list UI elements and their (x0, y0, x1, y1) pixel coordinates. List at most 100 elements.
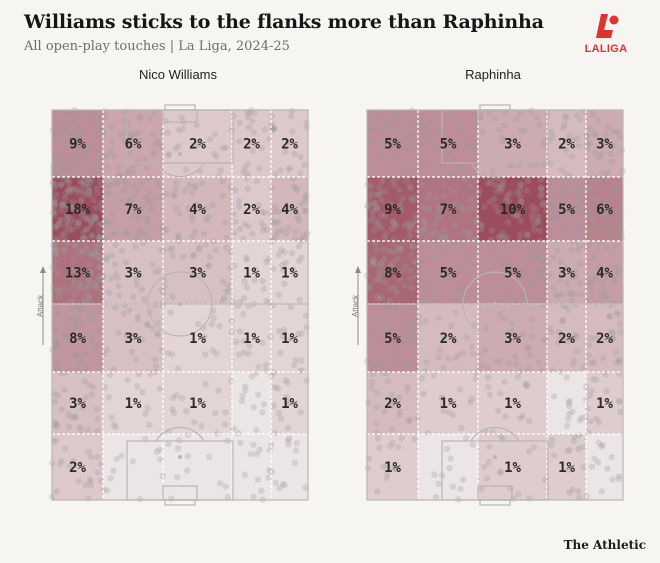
touch-dot (76, 285, 83, 293)
touch-dot (209, 202, 216, 209)
touch-dot (503, 193, 511, 200)
touch-dot (548, 442, 555, 449)
touch-dot (65, 314, 72, 322)
touch-dot (91, 213, 99, 220)
touch-dot (89, 252, 96, 259)
touch-dot (95, 227, 102, 235)
touch-dot (615, 473, 623, 480)
touch-dot (68, 159, 75, 166)
touch-dot (51, 202, 59, 209)
touch-dot (592, 227, 600, 235)
touch-dot (575, 247, 582, 255)
touch-dot (83, 180, 90, 188)
touch-dot (52, 419, 59, 426)
touch-dot (504, 249, 511, 256)
touch-dot (69, 161, 76, 169)
touch-dot (195, 246, 202, 253)
touch-dot (274, 385, 281, 392)
touch-dot (295, 217, 303, 225)
touch-dot (422, 368, 429, 375)
touch-dot (86, 215, 93, 222)
touch-dot (272, 219, 279, 227)
touch-dot (270, 125, 277, 132)
touch-dot (168, 495, 175, 502)
touch-dot (479, 221, 486, 229)
touch-dot (586, 392, 594, 399)
touch-dot (258, 487, 265, 495)
touch-dot (449, 276, 457, 283)
touch-dot (390, 259, 397, 266)
touch-dot (265, 255, 272, 262)
touch-dot (276, 327, 283, 335)
touch-dot (295, 257, 303, 264)
touch-dot (588, 387, 595, 395)
touch-dot (419, 182, 426, 189)
touch-dot (96, 361, 104, 368)
heat-cell-r2-c4 (271, 241, 308, 304)
touch-dot (208, 320, 215, 328)
touch-dot (206, 453, 213, 460)
touch-dot (409, 321, 416, 328)
touch-dot (301, 207, 308, 215)
touch-dot (77, 360, 84, 367)
touch-dot (374, 206, 381, 213)
touch-dot (88, 233, 95, 240)
touch-dot (465, 270, 472, 278)
touch-dot (565, 338, 572, 345)
touch-dot (406, 183, 413, 190)
touch-dot (484, 180, 492, 187)
touch-dot (540, 267, 547, 274)
touch-dot (593, 196, 600, 204)
touch-dot (609, 158, 616, 166)
touch-dot (380, 463, 387, 470)
touch-dot (128, 131, 135, 139)
touch-dot (219, 278, 226, 285)
touch-dot (460, 241, 467, 248)
touch-dot (391, 222, 398, 230)
touch-dot (153, 448, 160, 456)
touch-dot (448, 322, 455, 329)
touch-dot (473, 122, 480, 129)
touch-dot (70, 283, 77, 290)
touch-dot (609, 334, 617, 342)
cell-label-r1-c2: 4% (189, 202, 206, 218)
touch-dot (295, 243, 303, 250)
touch-dot (96, 264, 103, 271)
touch-dot (87, 269, 94, 276)
touch-dot (56, 460, 64, 467)
touch-dot (51, 202, 58, 209)
touch-dot (120, 187, 128, 195)
touch-dot (465, 141, 473, 148)
touch-dot (73, 352, 80, 359)
touch-dot (597, 291, 604, 299)
touch-dot (460, 177, 468, 184)
touch-dot (516, 110, 524, 117)
touch-dot (618, 147, 626, 154)
touch-dot (392, 222, 400, 229)
touch-dot (394, 247, 402, 254)
touch-dot (263, 258, 270, 266)
touch-dot (60, 154, 67, 162)
pitch-group: 5% 5% 3% 2% 3%9% 7% 10% 5% 6%8% 5% 5% 3% 4%5% 2% 3% 2% 2… (363, 104, 627, 506)
touch-dot (566, 489, 573, 496)
touch-dot (436, 232, 444, 240)
touch-dot (146, 197, 153, 204)
touch-dot (87, 270, 94, 277)
touch-dot (67, 328, 75, 335)
touch-dot (80, 189, 87, 196)
touch-dot (293, 215, 301, 222)
touch-dot (482, 346, 489, 354)
touch-dot (169, 191, 177, 199)
touch-dot (54, 423, 61, 430)
touch-dot (552, 212, 559, 219)
touch-dot (576, 279, 583, 286)
touch-dot (92, 285, 99, 292)
touch-dot (121, 118, 128, 125)
touch-dot (85, 276, 92, 283)
touch-dot (75, 208, 82, 215)
heat-cell-r4-c4 (271, 372, 308, 434)
cell-label-r3-c3: 1% (243, 331, 260, 347)
touch-dot (598, 151, 605, 158)
touch-dot (53, 246, 60, 253)
touch-dot (535, 253, 543, 260)
